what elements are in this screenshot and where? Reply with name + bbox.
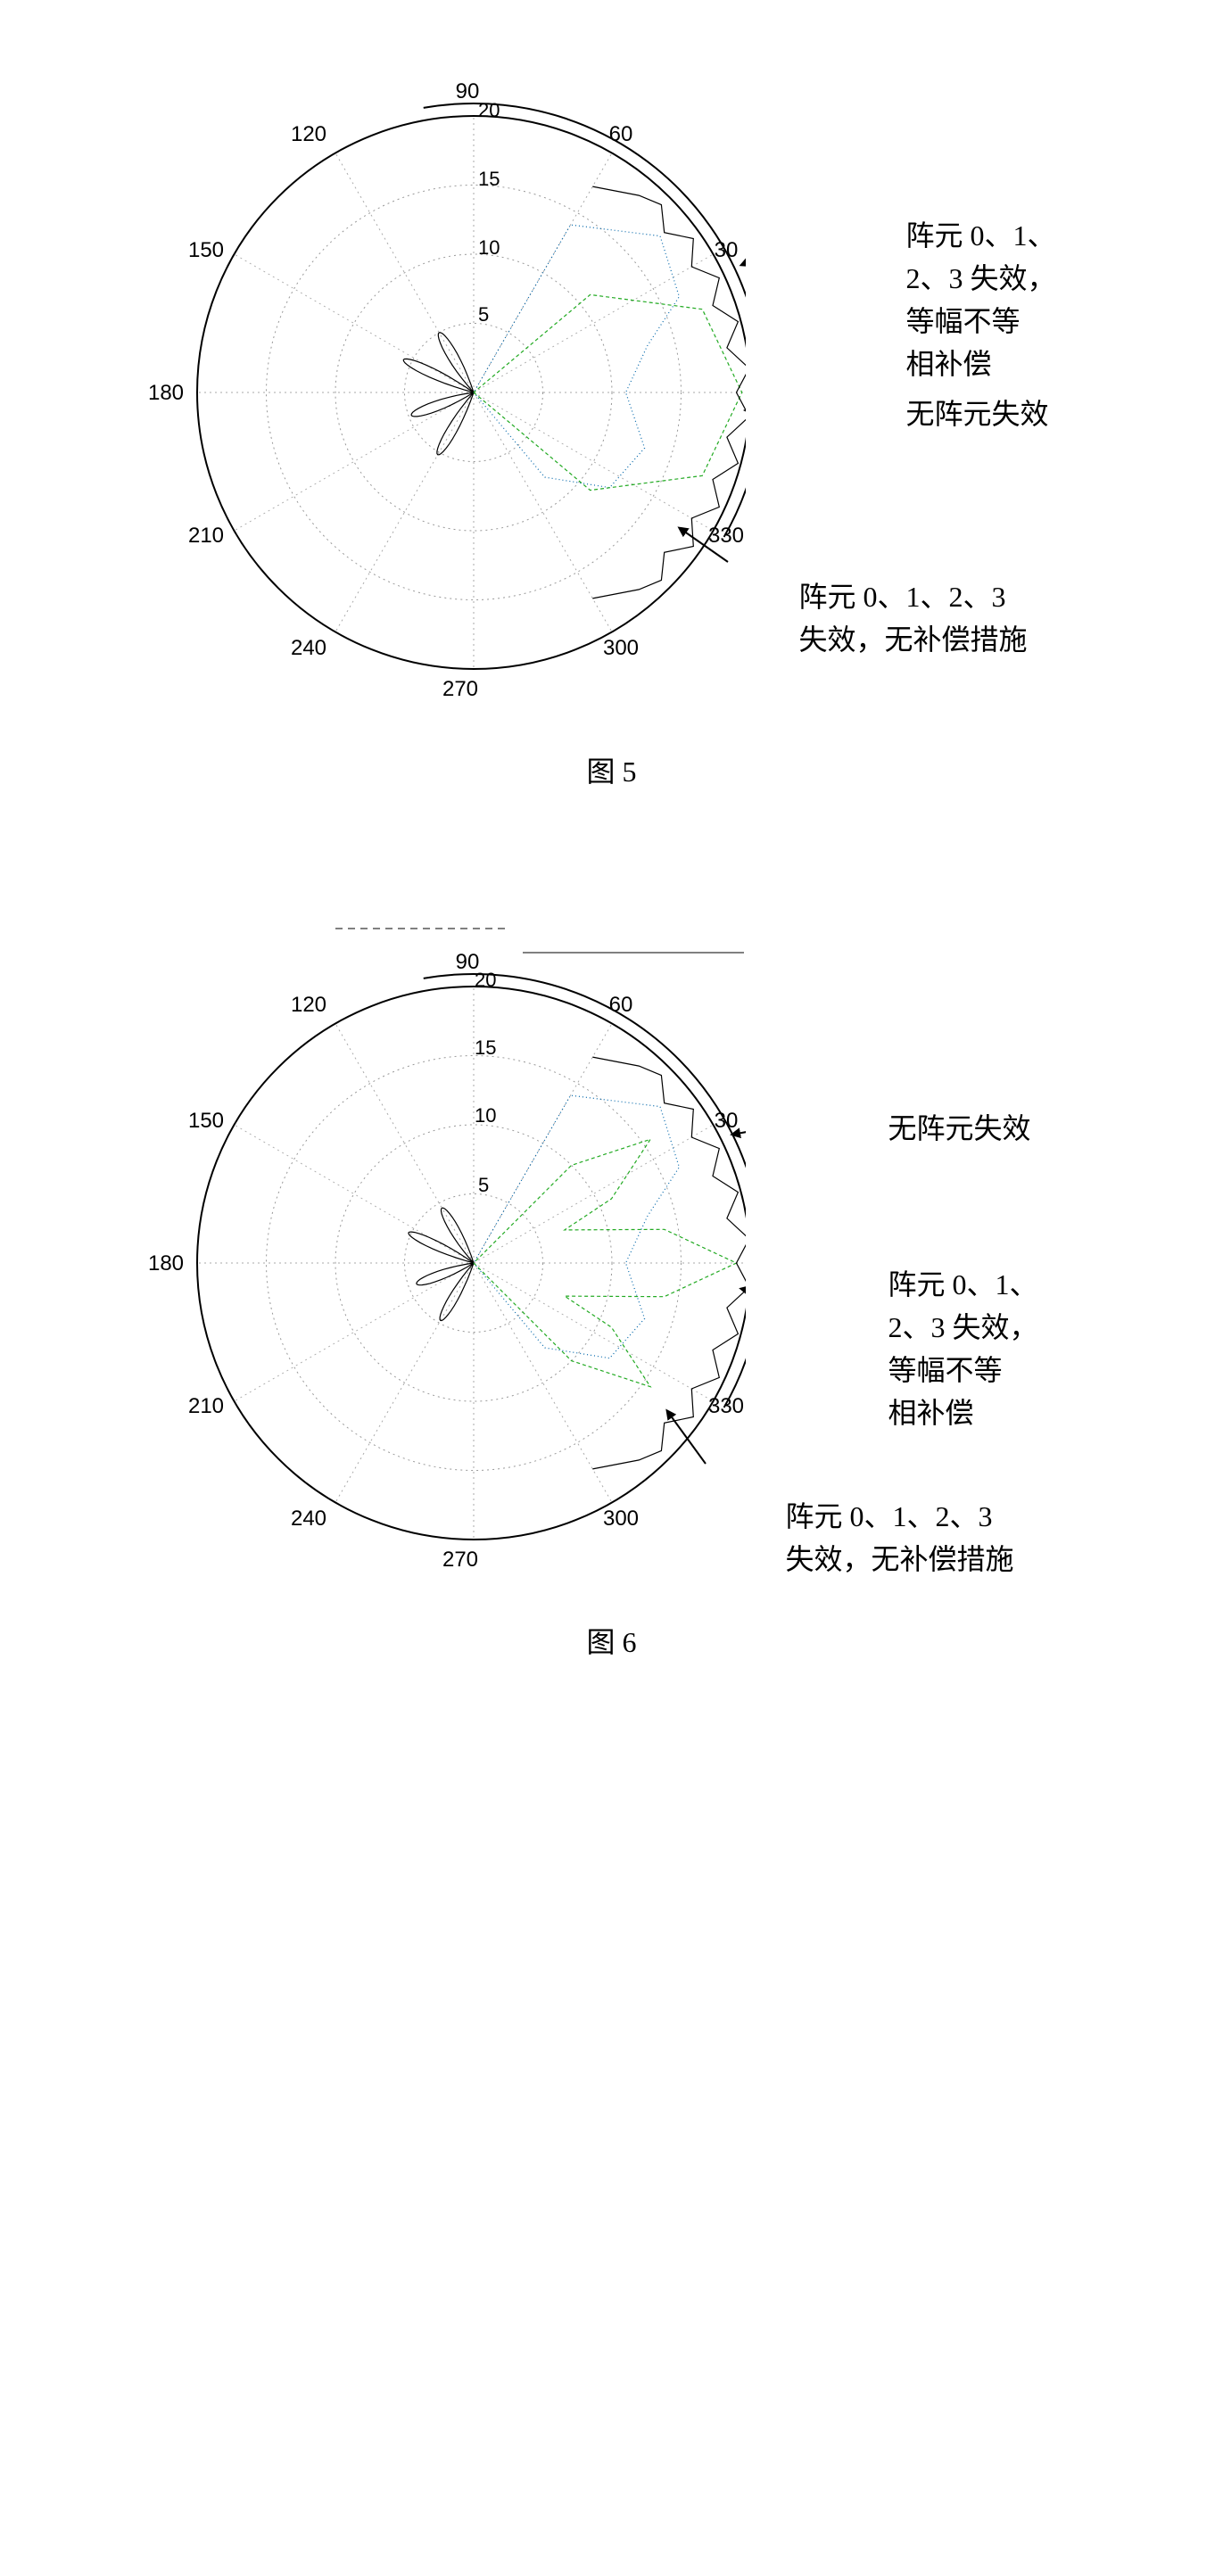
fig5-anno-2: 阵元 0、1、2、3 失效，无补偿措施 bbox=[799, 575, 1028, 661]
figure-5: 03060901201501802102402703003305101520 阵… bbox=[9, 36, 1214, 790]
svg-text:210: 210 bbox=[187, 1394, 223, 1418]
svg-text:120: 120 bbox=[290, 122, 326, 146]
spacer bbox=[9, 790, 1214, 888]
svg-text:240: 240 bbox=[290, 636, 326, 660]
svg-text:15: 15 bbox=[475, 1036, 496, 1059]
svg-text:150: 150 bbox=[187, 1109, 223, 1133]
svg-text:5: 5 bbox=[478, 303, 489, 326]
fig6-anno-2: 阵元 0、1、2、3 失效，无补偿措施 bbox=[786, 1495, 1014, 1581]
figure-6-layout: 03060901201501802102402703003305101520 无… bbox=[121, 888, 1103, 1602]
svg-text:5: 5 bbox=[478, 1174, 489, 1196]
figure-6-svg: 03060901201501802102402703003305101520 bbox=[121, 888, 746, 1602]
svg-text:270: 270 bbox=[442, 677, 477, 701]
figure-5-svg: 03060901201501802102402703003305101520 bbox=[121, 36, 746, 731]
svg-text:120: 120 bbox=[290, 993, 326, 1017]
svg-text:180: 180 bbox=[147, 381, 183, 405]
svg-text:300: 300 bbox=[602, 636, 638, 660]
svg-text:60: 60 bbox=[608, 993, 632, 1017]
svg-text:330: 330 bbox=[707, 1394, 743, 1418]
figure-6: 03060901201501802102402703003305101520 无… bbox=[9, 888, 1214, 1661]
svg-text:330: 330 bbox=[707, 524, 743, 548]
fig5-anno-0: 阵元 0、1、 2、3 失效， 等幅不等 相补偿 bbox=[906, 214, 1056, 385]
svg-text:240: 240 bbox=[290, 1507, 326, 1531]
svg-text:150: 150 bbox=[187, 238, 223, 262]
fig6-anno-1: 阵元 0、1、 2、3 失效， 等幅不等 相补偿 bbox=[888, 1263, 1038, 1434]
svg-text:10: 10 bbox=[478, 236, 500, 259]
fig5-anno-1: 无阵元失效 bbox=[906, 392, 1049, 435]
fig6-anno-0: 无阵元失效 bbox=[888, 1107, 1031, 1150]
svg-text:60: 60 bbox=[608, 122, 632, 146]
svg-text:30: 30 bbox=[714, 238, 738, 262]
svg-text:30: 30 bbox=[714, 1109, 738, 1133]
svg-text:180: 180 bbox=[147, 1251, 183, 1276]
figure-6-caption: 图 6 bbox=[9, 1620, 1214, 1661]
svg-text:210: 210 bbox=[187, 524, 223, 548]
svg-text:15: 15 bbox=[478, 168, 500, 190]
figure-5-layout: 03060901201501802102402703003305101520 阵… bbox=[121, 36, 1103, 731]
svg-text:270: 270 bbox=[442, 1548, 477, 1572]
svg-text:20: 20 bbox=[478, 99, 500, 121]
svg-text:300: 300 bbox=[602, 1507, 638, 1531]
svg-text:20: 20 bbox=[475, 969, 496, 991]
svg-text:10: 10 bbox=[475, 1104, 496, 1127]
svg-text:90: 90 bbox=[455, 79, 479, 103]
figure-5-caption: 图 5 bbox=[9, 749, 1214, 790]
